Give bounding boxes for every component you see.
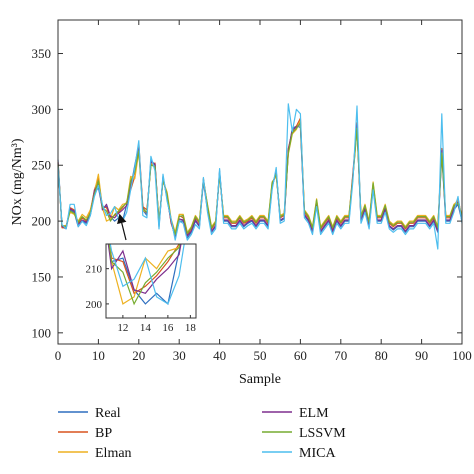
x-tick-label: 30 <box>173 348 186 363</box>
x-tick-label: 90 <box>415 348 428 363</box>
main-plot-lines <box>57 103 463 250</box>
y-axis-title: NOx (mg/Nm³) <box>10 138 25 225</box>
inset-pointer-arrow <box>117 213 127 241</box>
y-tick-label: 150 <box>32 269 52 284</box>
inset-plot-lines <box>107 244 185 306</box>
x-tick-label: 50 <box>254 348 267 363</box>
series-line-lssvm <box>57 122 463 236</box>
legend-label-lssvm: LSSVM <box>299 426 346 441</box>
x-tick-label: 70 <box>334 348 347 363</box>
inset-ticks: 12 14 16 18 200 210 <box>86 264 197 334</box>
y-tick-label: 300 <box>32 102 52 117</box>
inset-y-tick-label: 200 <box>86 299 103 311</box>
y-tick-label: 200 <box>32 214 52 229</box>
inset-series-line-elm <box>107 244 182 294</box>
y-axis-ticks: 100 150 200 250 300 350 <box>32 46 462 340</box>
x-axis-title: Sample <box>239 372 281 387</box>
x-axis-ticks: 0 10 20 30 40 50 60 70 80 90 100 <box>55 20 472 363</box>
inset-zoom: 12 14 16 18 200 210 <box>86 243 197 334</box>
inset-x-tick-label: 18 <box>185 322 197 334</box>
x-tick-label: 60 <box>294 348 307 363</box>
x-tick-label: 80 <box>375 348 388 363</box>
x-tick-label: 100 <box>452 348 472 363</box>
inset-y-tick-label: 210 <box>86 264 103 276</box>
legend-label-real: Real <box>95 406 121 421</box>
y-tick-label: 350 <box>32 46 52 61</box>
legend-label-elm: ELM <box>299 406 329 421</box>
inset-series-line-mica <box>109 244 185 305</box>
inset-x-tick-label: 16 <box>162 322 174 334</box>
series-line-elm <box>57 123 463 238</box>
x-tick-label: 20 <box>132 348 145 363</box>
inset-x-tick-label: 12 <box>117 322 128 334</box>
x-tick-label: 0 <box>55 348 62 363</box>
inset-x-tick-label: 14 <box>140 322 152 334</box>
legend-label-elman: Elman <box>95 446 132 461</box>
series-line-real <box>57 125 463 239</box>
series-line-elman <box>57 119 463 233</box>
legend-label-mica: MICA <box>299 446 336 461</box>
x-tick-label: 40 <box>213 348 226 363</box>
inset-frame <box>105 243 197 319</box>
y-tick-label: 250 <box>32 158 52 173</box>
x-tick-label: 10 <box>92 348 105 363</box>
inset-series-line-elman <box>109 244 181 305</box>
legend-label-bp: BP <box>95 426 112 441</box>
y-tick-label: 100 <box>32 325 52 340</box>
legend: Real BP Elman ELM LSSVM MICA <box>58 406 346 461</box>
